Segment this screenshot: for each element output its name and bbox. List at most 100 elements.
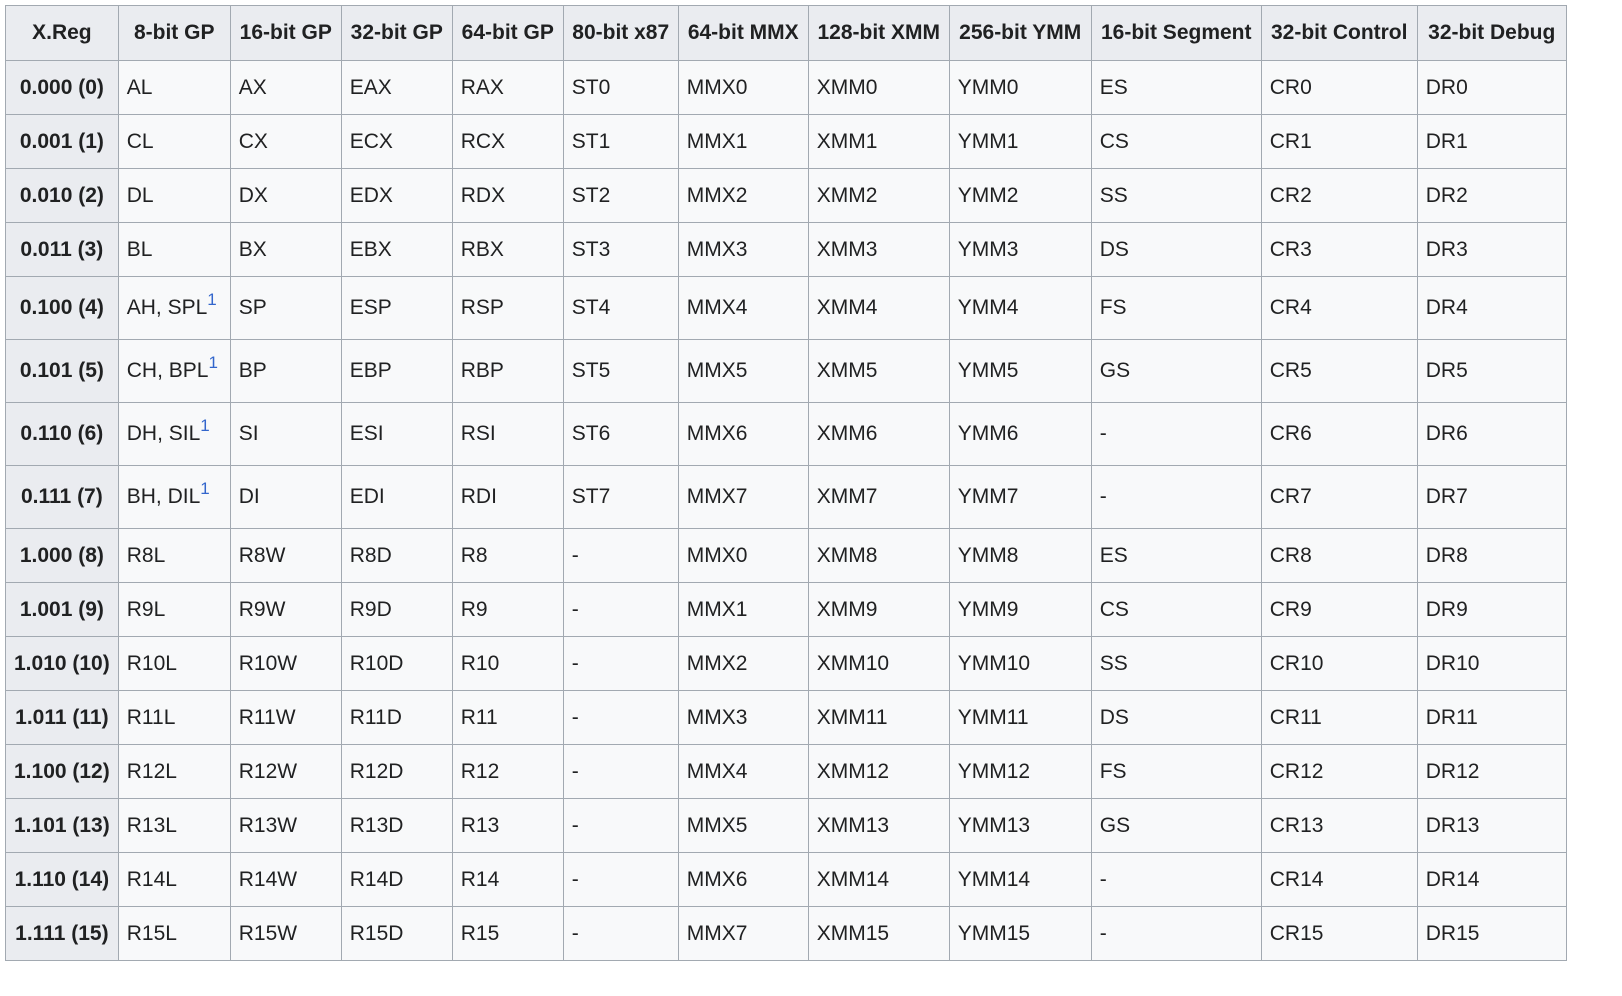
control-cell: CR0 — [1260, 60, 1418, 115]
gp8-cell: CL — [117, 114, 231, 169]
segment-cell: GS — [1090, 798, 1262, 853]
gp16-cell: R11W — [229, 690, 342, 745]
gp16-cell: R12W — [229, 744, 342, 799]
gp8-cell: AH, SPL1 — [117, 276, 231, 340]
gp64-cell: R15 — [451, 906, 564, 961]
x87-cell: - — [562, 744, 679, 799]
gp8-cell: R9L — [117, 582, 231, 637]
xmm-cell: XMM11 — [807, 690, 950, 745]
segment-cell: - — [1090, 852, 1262, 907]
xreg-cell: 0.101 (5) — [5, 339, 119, 403]
gp16-cell: R14W — [229, 852, 342, 907]
x87-cell: - — [562, 798, 679, 853]
gp8-register-name: BH, DIL — [126, 485, 201, 508]
debug-cell: DR8 — [1416, 528, 1567, 583]
x87-cell: - — [562, 690, 679, 745]
column-header: 80-bit x87 — [562, 5, 679, 61]
gp32-cell: R9D — [340, 582, 453, 637]
ymm-cell: YMM11 — [948, 690, 1092, 745]
xmm-cell: XMM7 — [807, 465, 950, 529]
gp16-cell: R9W — [229, 582, 342, 637]
xreg-cell: 0.110 (6) — [5, 402, 119, 466]
gp8-register-name: CL — [126, 129, 154, 153]
xmm-cell: XMM0 — [807, 60, 950, 115]
debug-cell: DR3 — [1416, 222, 1567, 277]
table-row: 1.111 (15) R15L R15W R15D R15- MMX7 XMM15 YMM15… — [5, 906, 1567, 961]
x87-cell: ST7 — [562, 465, 679, 529]
gp32-cell: R8D — [340, 528, 453, 583]
gp32-cell: ESI — [340, 402, 453, 466]
gp64-cell: RAX — [451, 60, 564, 115]
gp32-cell: ESP — [340, 276, 453, 340]
column-header: 64-bit MMX — [677, 5, 809, 61]
table-row: 0.011 (3) BL BX EBX RBX ST3 MMX3 XMM3 YMM3 DS CR3 D… — [5, 222, 1567, 277]
table-row: 1.110 (14) R14L R14W R14D R14- MMX6 XMM14 YMM14… — [5, 852, 1567, 907]
x87-cell: - — [562, 582, 679, 637]
control-cell: CR13 — [1260, 798, 1418, 853]
debug-cell: DR10 — [1416, 636, 1567, 691]
gp8-register-name: R9L — [126, 597, 166, 621]
gp8-cell: R10L — [117, 636, 231, 691]
gp8-register-name: R12L — [126, 759, 177, 783]
gp16-cell: BX — [229, 222, 342, 277]
gp16-cell: CX — [229, 114, 342, 169]
ymm-cell: YMM4 — [948, 276, 1092, 340]
gp8-register-name: CH, BPL — [126, 359, 209, 382]
segment-cell: ES — [1090, 60, 1262, 115]
ymm-cell: YMM2 — [948, 168, 1092, 223]
footnote-link[interactable]: 1 — [207, 290, 217, 309]
segment-cell: FS — [1090, 744, 1262, 799]
x87-cell: ST2 — [562, 168, 679, 223]
column-header: 256-bit YMM — [948, 5, 1092, 61]
header-row: X.Reg 8-bit GP 16-bit GP 32-bit GP 64-bit GP… — [5, 5, 1567, 61]
mmx-cell: MMX7 — [677, 465, 809, 529]
gp8-register-name: R14L — [126, 867, 177, 891]
ymm-cell: YMM15 — [948, 906, 1092, 961]
gp32-cell: EBX — [340, 222, 453, 277]
debug-cell: DR2 — [1416, 168, 1567, 223]
gp32-cell: R12D — [340, 744, 453, 799]
debug-cell: DR5 — [1416, 339, 1567, 403]
register-encoding-table: X.Reg 8-bit GP 16-bit GP 32-bit GP 64-bit GP… — [5, 5, 1567, 961]
column-header: 128-bit XMM — [807, 5, 950, 61]
footnote-link[interactable]: 1 — [200, 479, 210, 498]
debug-cell: DR13 — [1416, 798, 1567, 853]
segment-cell: CS — [1090, 114, 1262, 169]
footnote-link[interactable]: 1 — [200, 416, 210, 435]
table-row: 1.001 (9) R9L R9W R9D R9- MMX1 XMM9 YMM9 CS CR9 DR… — [5, 582, 1567, 637]
gp32-cell: R14D — [340, 852, 453, 907]
x87-cell: - — [562, 528, 679, 583]
gp64-cell: R10 — [451, 636, 564, 691]
control-cell: CR10 — [1260, 636, 1418, 691]
gp32-cell: R15D — [340, 906, 453, 961]
ymm-cell: YMM5 — [948, 339, 1092, 403]
x87-cell: ST4 — [562, 276, 679, 340]
segment-cell: CS — [1090, 582, 1262, 637]
gp8-register-name: AL — [126, 75, 153, 99]
ymm-cell: YMM14 — [948, 852, 1092, 907]
gp8-cell: R13L — [117, 798, 231, 853]
xreg-cell: 0.111 (7) — [5, 465, 119, 529]
xmm-cell: XMM2 — [807, 168, 950, 223]
column-header: 8-bit GP — [117, 5, 231, 61]
table-body: 0.000 (0) AL AX EAX RAX ST0 MMX0 XMM0 YMM0 ES CR0 D… — [5, 60, 1567, 961]
xreg-cell: 1.100 (12) — [5, 744, 119, 799]
table-row: 1.010 (10) R10L R10W R10D R10- MMX2 XMM10 YMM10… — [5, 636, 1567, 691]
gp32-cell: R11D — [340, 690, 453, 745]
debug-cell: DR12 — [1416, 744, 1567, 799]
footnote-link[interactable]: 1 — [208, 353, 218, 372]
gp16-cell: BP — [229, 339, 342, 403]
xreg-cell: 1.111 (15) — [5, 906, 119, 961]
control-cell: CR12 — [1260, 744, 1418, 799]
gp8-cell: R12L — [117, 744, 231, 799]
xmm-cell: XMM3 — [807, 222, 950, 277]
mmx-cell: MMX3 — [677, 690, 809, 745]
table-row: 0.110 (6) DH, SIL1 SI ESI RSI ST6 MMX6 XMM6 YMM6… — [5, 402, 1567, 466]
gp32-cell: EAX — [340, 60, 453, 115]
x87-cell: ST1 — [562, 114, 679, 169]
gp8-cell: DH, SIL1 — [117, 402, 231, 466]
column-header: 64-bit GP — [451, 5, 564, 61]
gp8-cell: CH, BPL1 — [117, 339, 231, 403]
gp64-cell: R12 — [451, 744, 564, 799]
control-cell: CR9 — [1260, 582, 1418, 637]
